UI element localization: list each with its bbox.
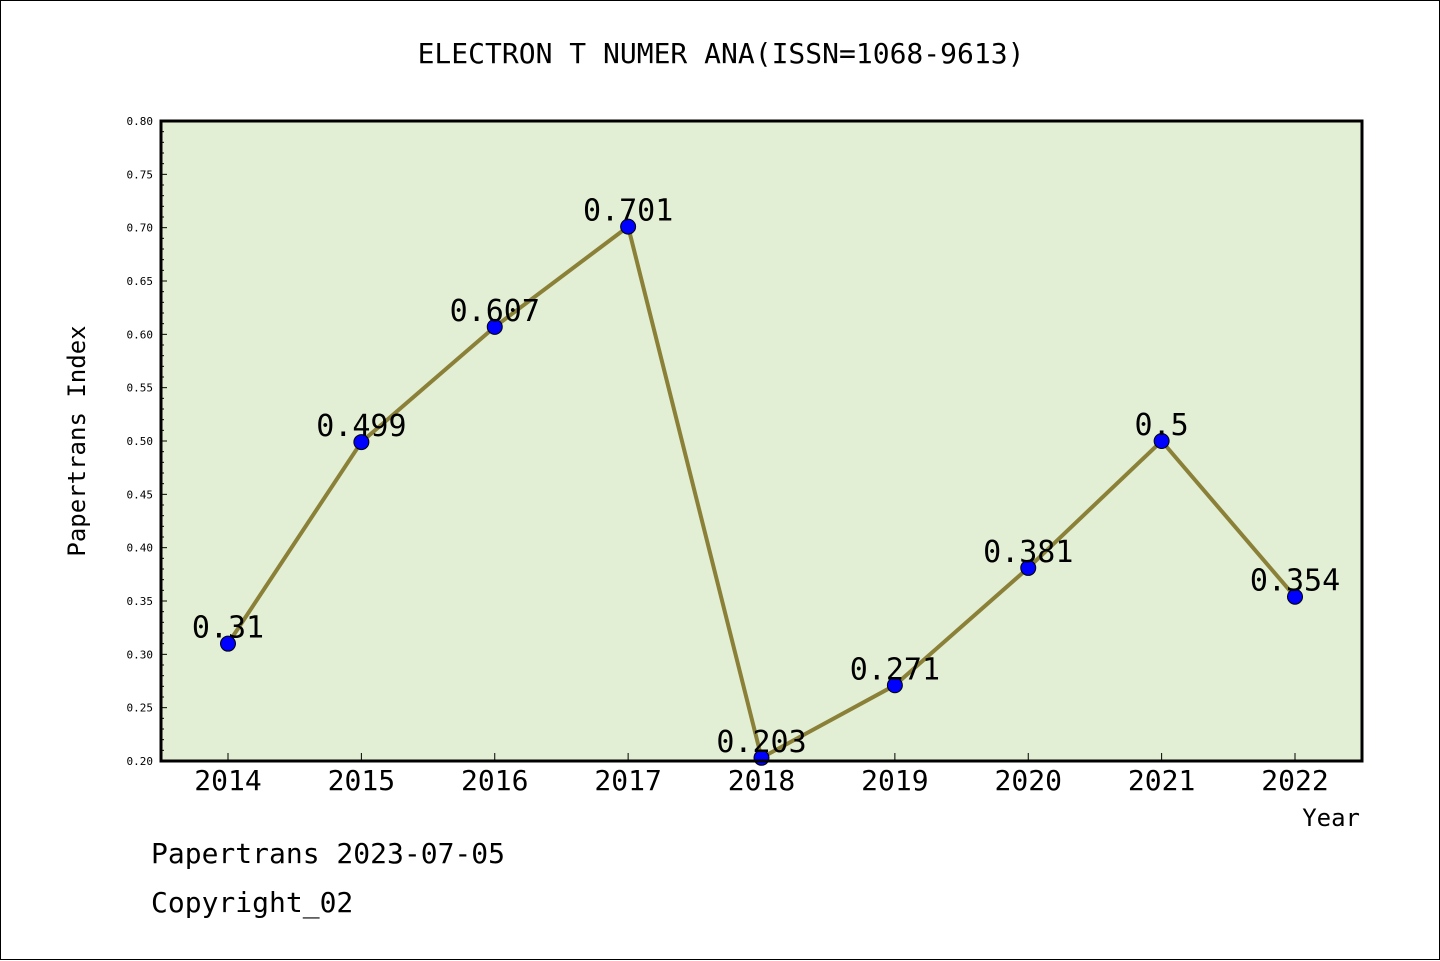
data-label: 0.499	[316, 409, 406, 444]
data-label: 0.5	[1135, 408, 1189, 443]
data-point	[353, 434, 370, 451]
x-tick-label: 2017	[594, 764, 661, 797]
x-tick-label: 2014	[194, 764, 261, 797]
y-tick-label: 0.50	[127, 435, 154, 448]
data-point	[1020, 559, 1037, 576]
plot-border	[159, 119, 1364, 763]
data-label: 0.381	[983, 535, 1073, 570]
data-label: 0.701	[583, 194, 673, 229]
y-tick-label: 0.55	[127, 382, 154, 395]
y-tick-label: 0.20	[127, 755, 154, 768]
y-tick-label: 0.75	[127, 168, 154, 181]
y-axis: 0.20 0.25 0.30 0.35 0.40 0.45 0.50 0.55 0.60 0.65…	[127, 115, 167, 768]
data-label: 0.271	[850, 652, 940, 687]
data-point	[220, 635, 236, 652]
y-tick-label: 0.35	[127, 595, 154, 608]
series-layer	[220, 218, 1303, 766]
data-point	[1153, 433, 1170, 449]
footer-date: Papertrans 2023-07-05	[151, 837, 506, 870]
x-axis: 2014 2015 2016 2017 2018 2019 2020 2021 2022	[194, 753, 1329, 797]
data-point	[620, 218, 637, 235]
chart-title: ELECTRON T NUMER ANA(ISSN=1068-9613)	[417, 37, 1025, 70]
data-point	[486, 318, 503, 335]
y-tick-label: 0.70	[127, 222, 154, 235]
y-tick-label: 0.30	[127, 648, 154, 661]
data-label: 0.203	[716, 725, 806, 760]
y-tick-label: 0.80	[127, 115, 154, 128]
data-point	[1287, 588, 1303, 605]
x-tick-label: 2016	[461, 764, 528, 797]
data-label-layer: 0.31 0.499 0.607 0.701 0.203 0.271 0.381 0.5 0.3…	[192, 194, 1340, 760]
x-tick-label: 2021	[1128, 764, 1195, 797]
data-label: 0.31	[192, 611, 264, 646]
y-tick-label: 0.40	[127, 542, 154, 555]
footer-copyright: Copyright_02	[151, 886, 354, 919]
y-tick-label: 0.45	[127, 488, 154, 501]
x-tick-label: 2015	[328, 764, 395, 797]
x-tick-label: 2020	[995, 764, 1062, 797]
data-point	[886, 677, 903, 694]
y-tick-label: 0.65	[127, 275, 154, 288]
data-label: 0.354	[1250, 564, 1340, 599]
y-tick-label: 0.60	[127, 328, 154, 341]
y-axis-title: Papertrans Index	[63, 325, 91, 556]
x-tick-label: 2018	[728, 764, 795, 797]
data-label: 0.607	[450, 294, 540, 329]
x-tick-label: 2022	[1261, 764, 1328, 797]
y-tick-label: 0.25	[127, 702, 154, 715]
x-tick-label: 2019	[861, 764, 928, 797]
x-axis-title: Year	[1302, 804, 1360, 832]
